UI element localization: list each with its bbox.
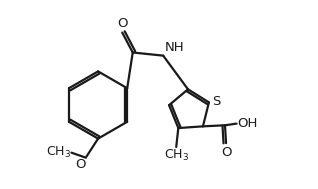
Text: O: O: [221, 146, 232, 159]
Text: OH: OH: [237, 117, 258, 130]
Text: CH$_3$: CH$_3$: [46, 145, 71, 160]
Text: NH: NH: [164, 41, 184, 54]
Text: CH$_3$: CH$_3$: [164, 148, 189, 163]
Text: S: S: [212, 95, 220, 108]
Text: O: O: [117, 17, 128, 30]
Text: O: O: [75, 158, 86, 171]
